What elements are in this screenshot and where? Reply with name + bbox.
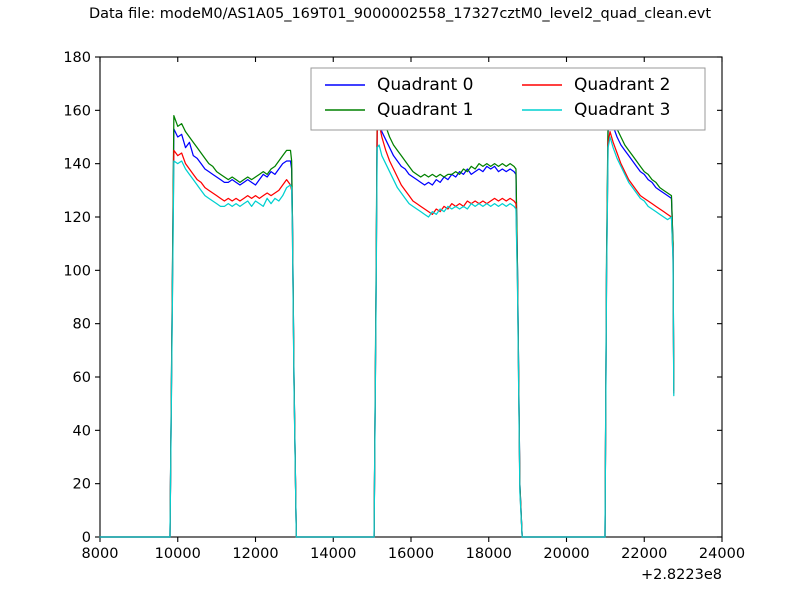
legend-label-quadrant-3: Quadrant 3 [574,100,670,120]
x-tick-label: 20000 [543,546,589,562]
y-tick-label: 120 [63,210,91,226]
x-tick-label: 22000 [621,546,667,562]
y-tick-label: 60 [73,370,91,386]
x-tick-label: 14000 [310,546,356,562]
x-tick-label: 24000 [699,546,745,562]
legend-box [310,67,706,131]
x-tick-label: 12000 [232,546,278,562]
y-tick-label: 80 [73,317,91,333]
y-tick-label: 180 [63,50,91,66]
series-line-quadrant-3[interactable] [169,136,675,538]
legend[interactable]: Quadrant 0 Quadrant 2 Quadrant 1 Quadrant 3 [310,67,706,131]
x-tick-label: 18000 [466,546,512,562]
legend-label-quadrant-0: Quadrant 0 [377,75,473,95]
page-title: Data file: modeM0/AS1A05_169T01_90000025… [88,6,712,22]
y-tick-label: 160 [63,103,91,119]
y-tick-label: 20 [73,477,91,493]
x-tick-label: 8000 [82,546,119,562]
data-series-group [99,99,675,538]
y-tick-label: 100 [63,263,91,279]
y-tick-label: 140 [63,157,91,173]
legend-label-quadrant-1: Quadrant 1 [377,100,473,120]
legend-label-quadrant-2: Quadrant 2 [574,75,670,95]
series-line-quadrant-1[interactable] [169,99,675,538]
x-tick-label: 10000 [155,546,201,562]
series-line-quadrant-2[interactable] [169,123,675,538]
axes: 8000 10000 12000 14000 16000 18000 20000 22000 2… [63,50,745,583]
x-axis-offset-label: +2.8223e8 [641,567,722,583]
x-tick-label: 16000 [388,546,434,562]
y-tick-label: 0 [82,530,91,546]
y-tick-label: 40 [73,423,91,439]
